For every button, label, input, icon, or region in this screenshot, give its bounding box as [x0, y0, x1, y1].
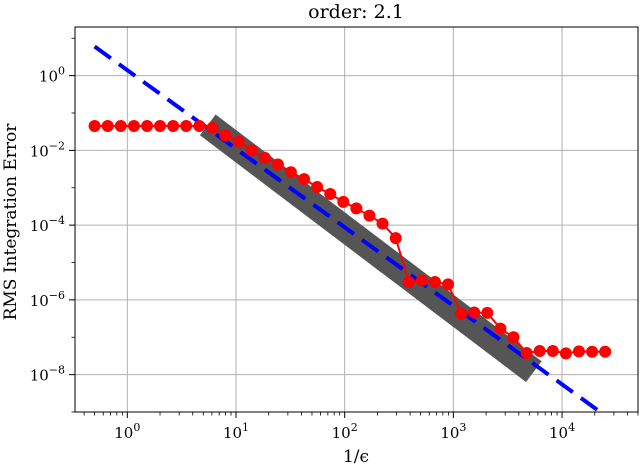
- data-point: [245, 144, 258, 157]
- data-point: [586, 345, 599, 358]
- data-point: [127, 119, 140, 132]
- data-point: [402, 276, 415, 289]
- x-axis: 100 101 102 103 104: [83, 412, 639, 442]
- y-tick-label: 10−8: [30, 364, 65, 385]
- plot-frame: [74, 26, 639, 413]
- data-point: [494, 322, 507, 335]
- y-tick-label: 100: [39, 65, 65, 86]
- x-tick-label: 101: [223, 421, 249, 442]
- data-point: [533, 344, 546, 357]
- data-point: [101, 119, 114, 132]
- x-tick-label: 100: [114, 421, 140, 442]
- data-point: [363, 209, 376, 222]
- y-tick-label: 10−6: [30, 289, 65, 310]
- y-axis: 10−8 10−6 10−4 10−2 100: [30, 37, 75, 413]
- grid-layer: [75, 27, 638, 412]
- x-tick-label: 103: [440, 421, 466, 442]
- plot-layer: [88, 44, 612, 418]
- data-point: [468, 306, 481, 319]
- measured-series-line: [94, 124, 606, 355]
- data-point: [298, 173, 311, 186]
- data-point: [311, 180, 324, 193]
- data-point: [428, 276, 441, 289]
- data-point: [232, 135, 245, 148]
- data-point: [114, 119, 127, 132]
- data-point: [599, 345, 612, 358]
- data-point: [167, 119, 180, 132]
- chart-title: order: 2.1: [308, 1, 404, 23]
- data-point: [141, 119, 154, 132]
- data-point: [572, 345, 585, 358]
- data-point: [180, 119, 193, 132]
- x-tick-label: 102: [332, 421, 358, 442]
- data-point: [284, 166, 297, 179]
- data-point: [193, 119, 206, 132]
- data-point: [206, 121, 219, 134]
- data-point: [219, 129, 232, 142]
- data-point: [258, 151, 271, 164]
- x-axis-title: 1/ϵ: [343, 447, 369, 467]
- data-point: [520, 346, 533, 359]
- data-point: [324, 188, 337, 201]
- data-point: [154, 119, 167, 132]
- data-point: [389, 232, 402, 245]
- data-point: [559, 347, 572, 360]
- reference-line: [93, 44, 607, 418]
- data-point: [481, 306, 494, 319]
- data-point: [337, 195, 350, 208]
- y-axis-title: RMS Integration Error: [1, 123, 21, 321]
- data-point: [507, 331, 520, 344]
- data-point: [376, 217, 389, 230]
- data-point: [546, 344, 559, 357]
- data-point: [415, 274, 428, 287]
- x-tick-label: 104: [549, 421, 575, 442]
- y-tick-label: 10−4: [30, 214, 65, 235]
- data-point: [350, 202, 363, 215]
- y-tick-label: 10−2: [30, 139, 65, 160]
- data-point: [442, 278, 455, 291]
- data-point: [88, 119, 101, 132]
- data-point: [271, 158, 284, 171]
- data-point: [455, 307, 468, 320]
